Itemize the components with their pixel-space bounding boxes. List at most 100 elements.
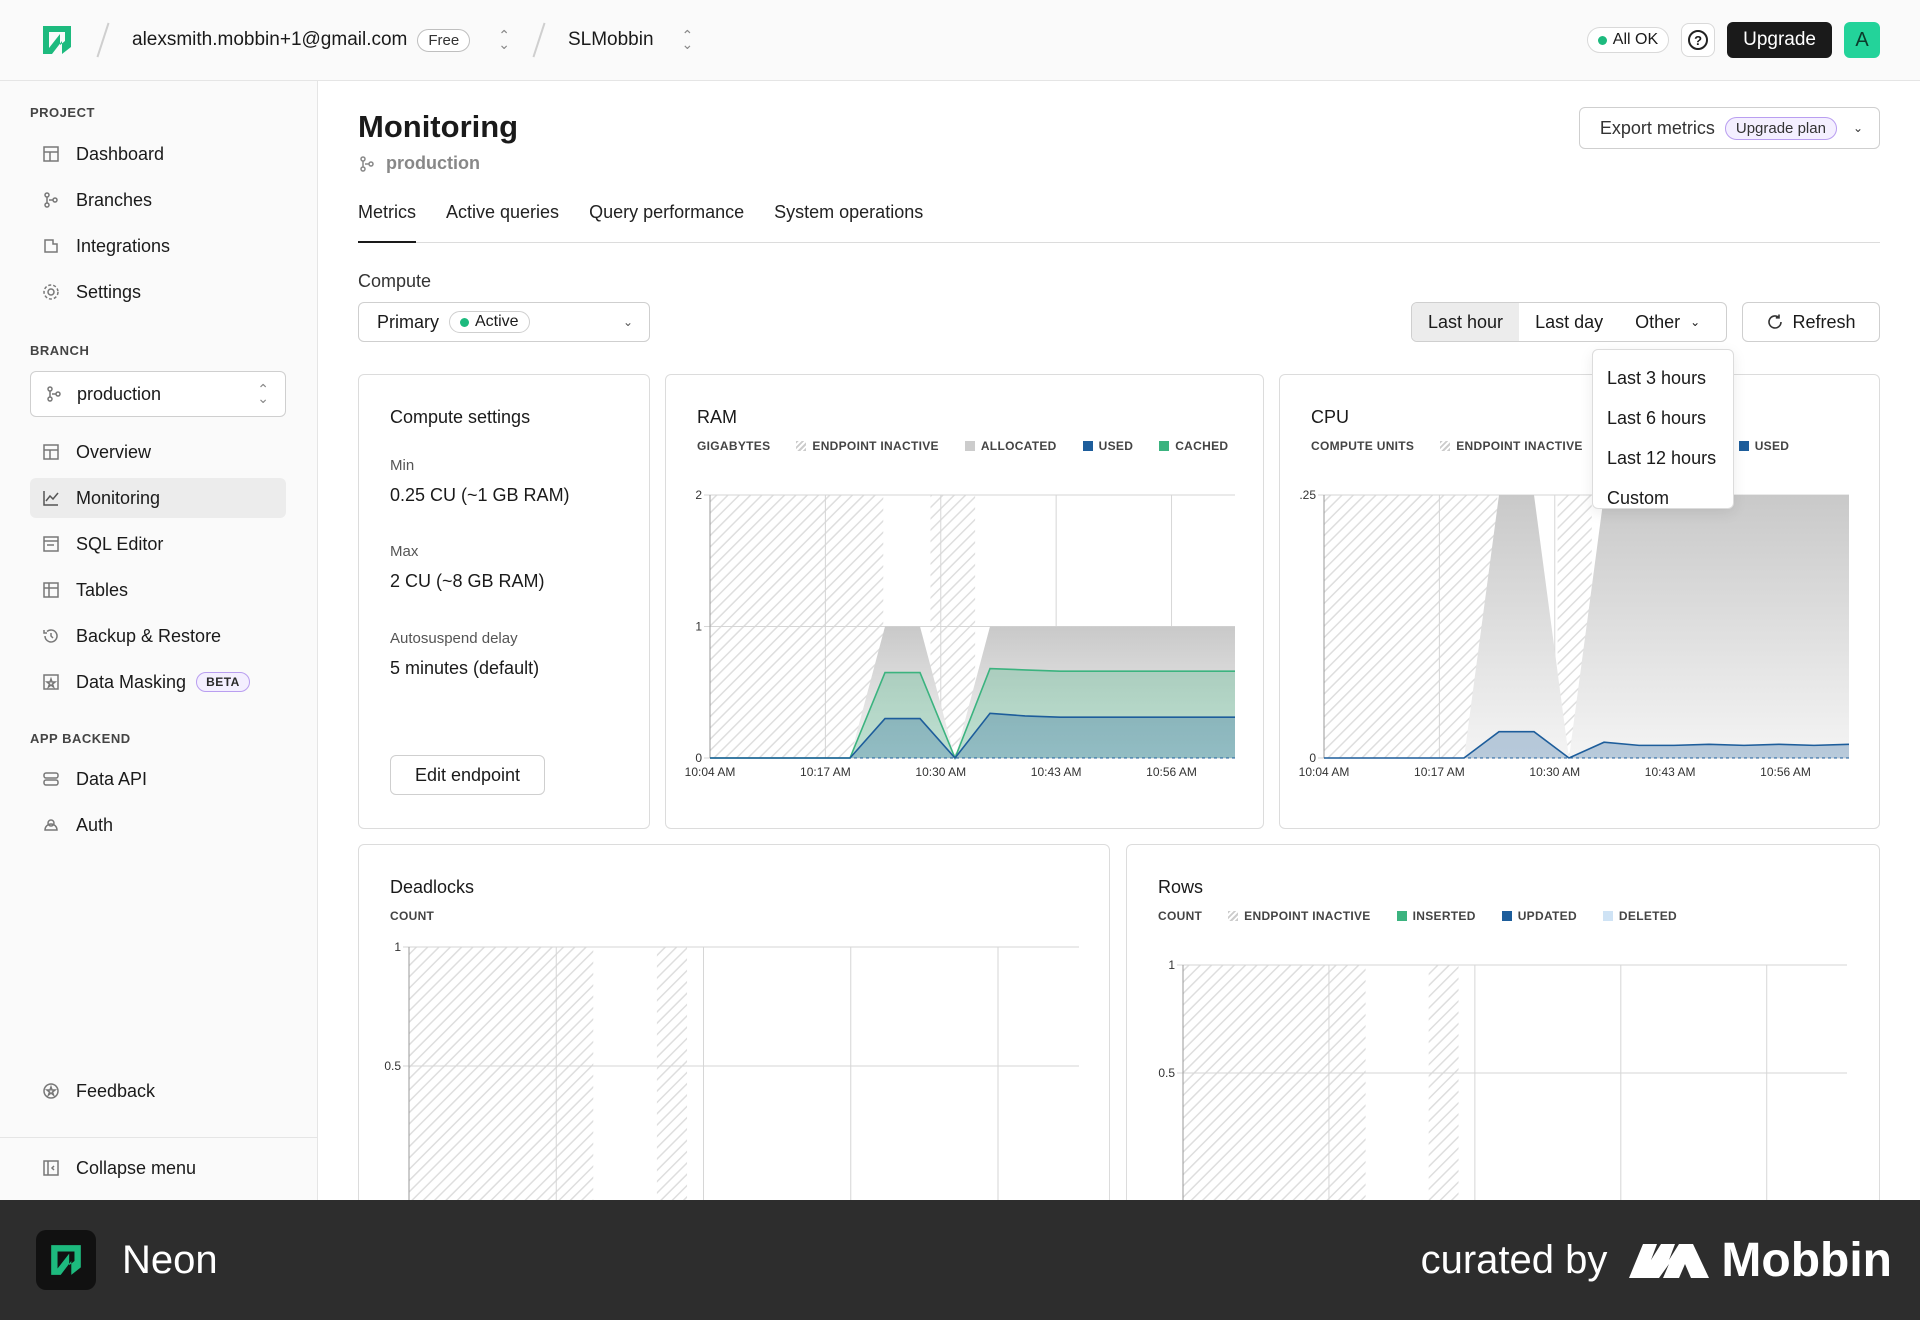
section-app-backend: APP BACKEND <box>30 731 131 746</box>
chart-title: RAM <box>697 407 737 427</box>
dropdown-item-last-12-hours[interactable]: Last 12 hours <box>1607 447 1717 468</box>
series-line-used <box>710 712 1235 760</box>
sidebar-item-label: Settings <box>76 281 142 302</box>
edit-endpoint-button[interactable]: Edit endpoint <box>390 755 545 795</box>
sidebar-item-backup-restore[interactable]: Backup & Restore <box>30 616 286 656</box>
sidebar-item-label: Overview <box>76 441 152 462</box>
sidebar-item-monitoring[interactable]: Monitoring <box>30 478 286 518</box>
upgrade-button[interactable]: Upgrade <box>1727 22 1832 58</box>
plan-badge: Free <box>417 28 471 52</box>
main-content: Monitoring production Export metrics Upg… <box>318 81 1920 1200</box>
legend-endpoint-inactive[interactable]: ENDPOINT INACTIVE <box>1228 909 1370 923</box>
legend-used[interactable]: USED <box>1738 439 1790 453</box>
legend-inserted[interactable]: INSERTED <box>1396 909 1476 923</box>
sidebar-item-data-api[interactable]: Data API <box>30 759 286 799</box>
range-last-hour[interactable]: Last hour <box>1412 303 1520 341</box>
range-other[interactable]: Other ⌄ <box>1619 303 1716 341</box>
x-tick-label: 10:17 AM <box>1414 765 1465 779</box>
legend-label: CACHED <box>1175 439 1229 453</box>
project-name[interactable]: SLMobbin <box>567 29 654 50</box>
chevron-down-icon: ⌄ <box>622 315 633 329</box>
y-tick-label: 1 <box>394 940 401 954</box>
dropdown-item-last-3-hours[interactable]: Last 3 hours <box>1607 367 1707 388</box>
dropdown-item-custom[interactable]: Custom <box>1607 487 1670 508</box>
sidebar-item-branches[interactable]: Branches <box>30 180 286 220</box>
compute-settings-card: Compute settings Min 0.25 CU (~1 GB RAM)… <box>358 374 650 829</box>
tab-query-performance[interactable]: Query performance <box>589 202 745 222</box>
page-branch-name: production <box>386 153 480 173</box>
section-project: PROJECT <box>30 105 95 120</box>
help-button[interactable]: ? <box>1681 23 1716 57</box>
chart-ylabel: COUNT <box>1158 909 1203 923</box>
rows-chart-card: 0.5 1 Rows COUNT ENDPOINT INACTIVE INSERT… <box>1126 844 1880 1200</box>
chart-ylabel: COMPUTE UNITS <box>1311 439 1415 453</box>
sidebar-item-dashboard[interactable]: Dashboard <box>30 134 286 174</box>
range-last-day[interactable]: Last day <box>1535 311 1604 332</box>
sidebar-item-settings[interactable]: Settings <box>30 272 286 312</box>
refresh-button[interactable]: Refresh <box>1742 302 1880 342</box>
compute-select[interactable]: Primary Active ⌄ <box>358 302 650 342</box>
tab-system-operations[interactable]: System operations <box>774 202 924 222</box>
x-tick-label: 10:56 AM <box>1146 765 1197 779</box>
sidebar-item-label: Tables <box>76 579 129 600</box>
ram-chart: 0 1 2 10:04 AM 10:17 AM 10:30 AM 10:43 AM 10:56… <box>685 488 1235 779</box>
tab-metrics[interactable]: Metrics <box>358 197 416 243</box>
feedback-button[interactable]: Feedback <box>30 1071 286 1111</box>
account-name[interactable]: alexsmith.mobbin+1@gmail.com <box>132 29 408 50</box>
chart-legend: COUNT <box>390 909 434 923</box>
export-metrics-button[interactable]: Export metrics Upgrade plan ⌄ <box>1578 107 1880 149</box>
legend-swatch <box>1602 911 1613 921</box>
legend-swatch <box>1228 911 1239 921</box>
neon-logo-icon[interactable] <box>40 23 74 57</box>
refresh-icon <box>1768 314 1783 329</box>
rows-chart: 0.51 <box>1158 958 1847 1200</box>
project-switcher-icon[interactable]: ⌃ ⌄ <box>681 27 694 52</box>
sidebar-item-auth[interactable]: Auth <box>30 805 286 845</box>
sql-editor-icon <box>42 535 60 553</box>
sidebar-item-integrations[interactable]: Integrations <box>30 226 286 266</box>
chart-title: Rows <box>1158 877 1204 897</box>
tab-active-queries[interactable]: Active queries <box>446 202 560 222</box>
min-label: Min <box>390 457 415 474</box>
x-tick-label: 10:30 AM <box>1529 765 1580 779</box>
curated-by: curated by Mobbin <box>1421 1233 1892 1288</box>
card-title: Compute settings <box>390 407 531 427</box>
branch-select[interactable]: production ⌃ ⌄ <box>30 371 286 417</box>
monitoring-icon <box>42 489 60 507</box>
sidebar-item-label: Data Masking <box>76 671 187 692</box>
inactive-region <box>1428 965 1459 1200</box>
x-tick-label: 10:04 AM <box>1299 765 1350 779</box>
x-tick-label: 10:56 AM <box>1760 765 1811 779</box>
export-metrics-label: Export metrics <box>1599 117 1715 138</box>
sidebar-item-data-masking[interactable]: Data Masking BETA <box>30 662 286 702</box>
legend-used[interactable]: USED <box>1082 439 1134 453</box>
cpu-chart: 0 .25 10:04 AM 10:17 AM 10:30 AM 10:43 AM 10:5… <box>1299 488 1850 779</box>
legend-label: ALLOCATED <box>980 439 1057 453</box>
status-text: All OK <box>1612 31 1659 48</box>
y-tick-label: 0 <box>1309 751 1316 765</box>
sidebar-item-tables[interactable]: Tables <box>30 570 286 610</box>
sidebar-item-overview[interactable]: Overview <box>30 432 286 472</box>
dropdown-item-last-6-hours[interactable]: Last 6 hours <box>1607 407 1707 428</box>
chevron-down-icon: ⌄ <box>1690 315 1701 329</box>
legend-deleted[interactable]: DELETED <box>1602 909 1677 923</box>
sidebar-item-sql-editor[interactable]: SQL Editor <box>30 524 286 564</box>
beta-badge: BETA <box>196 672 250 692</box>
sidebar-item-label: Monitoring <box>76 487 161 508</box>
legend-endpoint-inactive[interactable]: ENDPOINT INACTIVE <box>1440 439 1582 453</box>
autosuspend-label: Autosuspend delay <box>390 630 518 647</box>
collapse-menu-button[interactable]: Collapse menu <box>30 1148 286 1188</box>
legend-swatch <box>1738 441 1749 451</box>
feedback-icon <box>42 1082 60 1100</box>
legend-cached[interactable]: CACHED <box>1159 439 1228 453</box>
avatar[interactable]: A <box>1844 22 1880 58</box>
sidebar-item-label: Integrations <box>76 235 171 256</box>
account-switcher-icon[interactable]: ⌃ ⌄ <box>498 27 510 52</box>
x-tick-label: 10:43 AM <box>1031 765 1082 779</box>
legend-swatch <box>1159 441 1170 451</box>
legend-label: ENDPOINT INACTIVE <box>812 439 939 453</box>
legend-allocated[interactable]: ALLOCATED <box>964 439 1057 453</box>
legend-endpoint-inactive[interactable]: ENDPOINT INACTIVE <box>796 439 939 453</box>
legend-updated[interactable]: UPDATED <box>1501 909 1577 923</box>
status-badge[interactable]: All OK <box>1586 27 1670 53</box>
